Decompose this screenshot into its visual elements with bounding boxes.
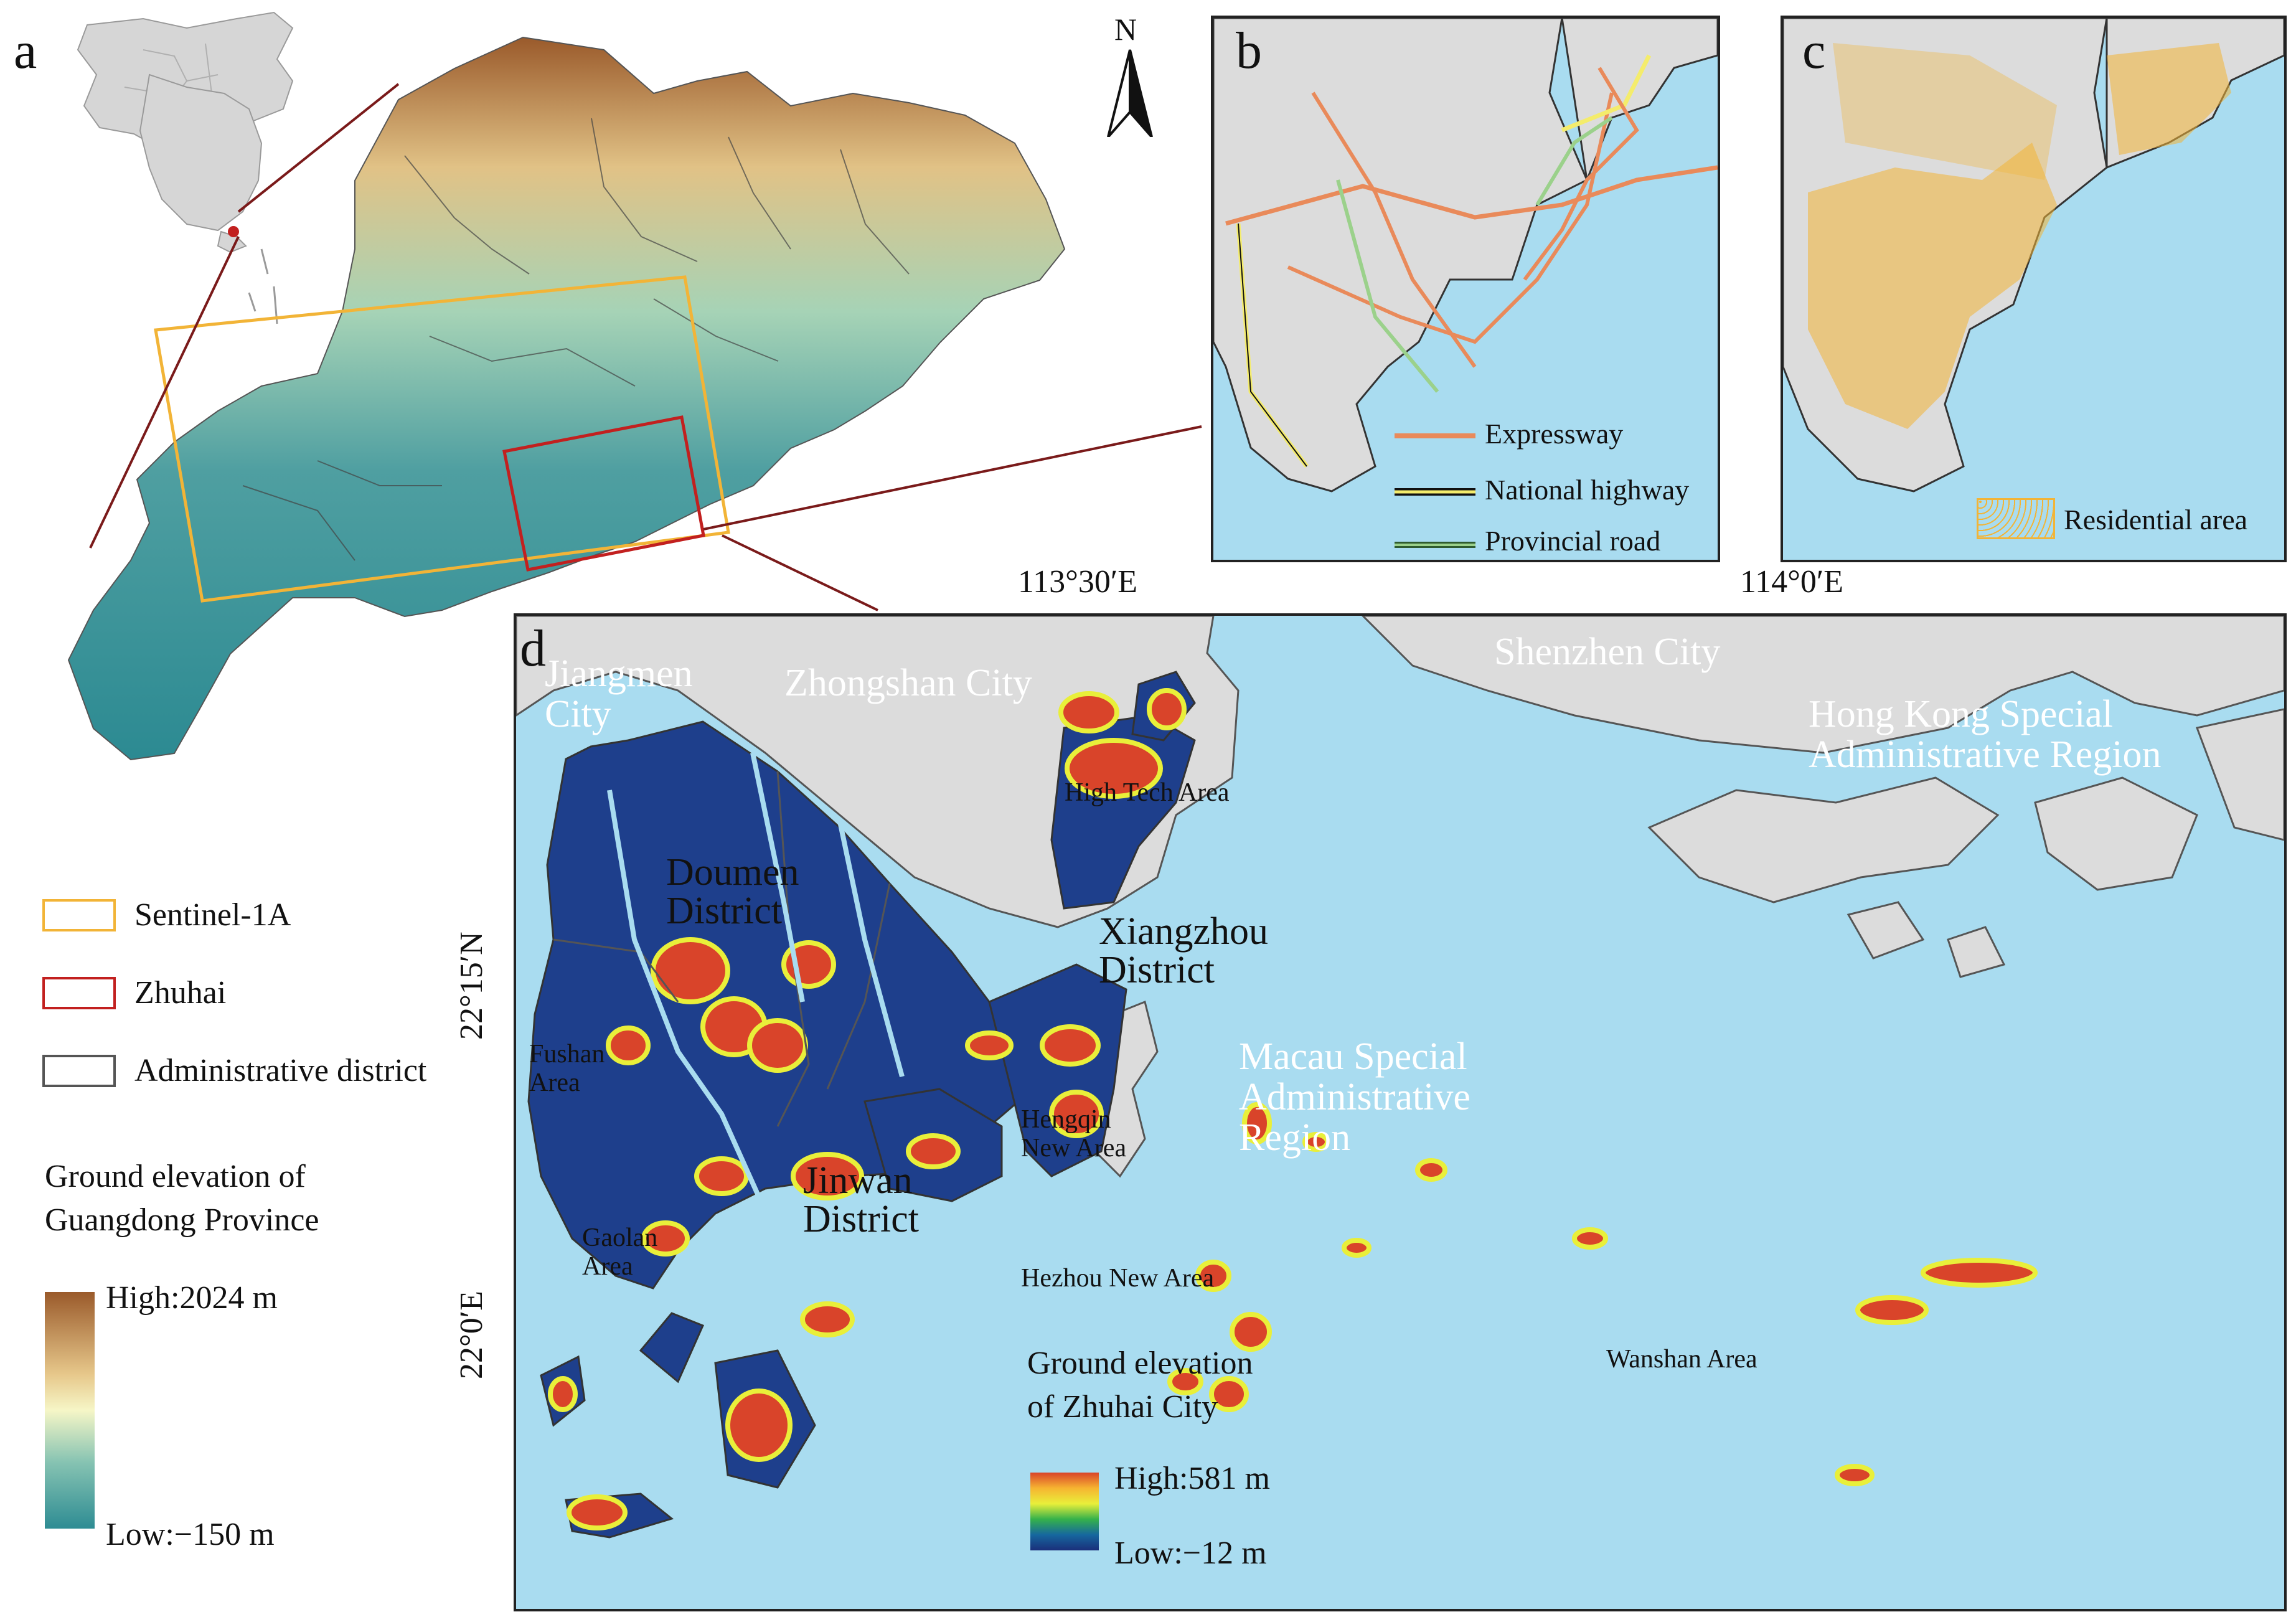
legend-admin-district: Administrative district [42,1052,426,1089]
label-jinwan: Jinwan District [803,1159,919,1240]
label-jiangmen: Jiangmen City [545,653,693,736]
legend-residential-swatch [1977,498,2055,539]
gd-elevation-ramp [45,1292,95,1529]
legend-expressway-line [1395,433,1475,438]
lon-tick-2: 114°0′E [1740,564,1844,600]
label-hightech: High Tech Area [1065,778,1230,807]
zh-elevation-title: Ground elevation of Zhuhai City [1027,1346,1253,1425]
zh-elevation-high: High:581 m [1114,1461,1270,1496]
legend-zhuhai: Zhuhai [42,974,226,1011]
zh-elevation-low: Low:−12 m [1114,1535,1267,1571]
lon-tick-1: 113°30′E [1018,564,1138,600]
zh-elevation-ramp [1030,1473,1099,1550]
label-doumen: Doumen District [666,851,799,932]
label-macau: Macau Special Administrative Region [1239,1035,1470,1159]
gd-elevation-low: Low:−150 m [106,1517,275,1552]
panel-d-letter: d [520,620,546,677]
legend-provincial-road-line [1395,542,1475,548]
label-shenzhen: Shenzhen City [1494,631,1721,673]
label-xiangzhou: Xiangzhou District [1099,910,1269,991]
panel-d-map [514,613,2287,1611]
panel-a-letter: a [14,22,37,80]
gd-elevation-high: High:2024 m [106,1280,278,1316]
legend-residential: Residential area [2064,504,2248,535]
panel-c-map [1781,16,2287,562]
panel-c-letter: c [1802,22,1826,80]
label-fushan: Fushan Area [529,1040,605,1098]
legend-expressway: Expressway [1485,418,1624,450]
label-hongkong: Hong Kong Special Administrative Region [1809,693,2162,776]
gd-elevation-title: Ground elevation of Guangdong Province [45,1159,319,1238]
lat-tick-1: 22°15′N [454,931,489,1040]
north-arrow-icon [1107,49,1153,137]
lat-tick-2: 22°0′E [454,1291,489,1379]
legend-national-highway-line [1395,488,1475,496]
label-gaolan: Gaolan Area [582,1224,658,1281]
label-wanshan: Wanshan Area [1606,1345,1757,1374]
label-hengqin: Hengqin New Area [1021,1105,1127,1163]
label-hezhou: Hezhou New Area [1021,1264,1215,1293]
panel-b-map [1211,16,1720,562]
legend-national-highway: National highway [1485,474,1690,506]
guangdong-elevation-map [67,36,1066,761]
label-zhongshan: Zhongshan City [784,662,1032,704]
north-label: N [1114,12,1137,47]
legend-provincial-road: Provincial road [1485,525,1661,557]
panel-b-letter: b [1236,22,1262,80]
legend-sentinel: Sentinel-1A [42,897,291,933]
